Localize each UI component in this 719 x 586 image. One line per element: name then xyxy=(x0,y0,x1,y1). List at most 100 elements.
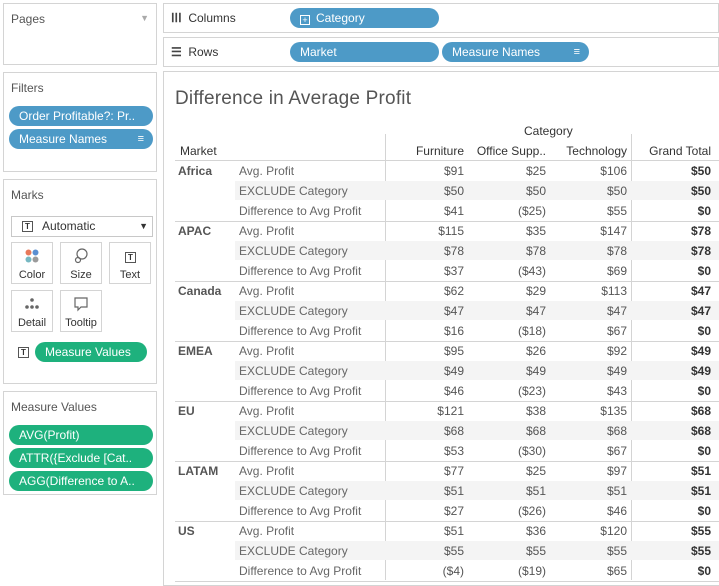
value-cell[interactable]: ($25) xyxy=(517,204,546,218)
filter-pill-order-profitable[interactable]: Order Profitable?: Pr.. xyxy=(9,106,153,126)
value-cell[interactable]: $46 xyxy=(606,504,627,518)
value-cell[interactable]: $78 xyxy=(525,244,546,258)
measure-label[interactable]: Avg. Profit xyxy=(239,464,295,478)
column-header[interactable]: Technology xyxy=(566,144,627,158)
pages-dropdown-icon[interactable]: ▼ xyxy=(140,13,149,23)
market-label[interactable]: Africa xyxy=(178,164,213,178)
value-cell[interactable]: $51 xyxy=(525,484,546,498)
value-cell[interactable]: $62 xyxy=(443,284,464,298)
measure-values-card[interactable]: Measure Values AVG(Profit) ATTR({Exclude… xyxy=(3,391,157,495)
filters-card[interactable]: Filters Order Profitable?: Pr.. Measure … xyxy=(3,72,157,172)
value-cell[interactable]: $43 xyxy=(606,384,627,398)
detail-button[interactable]: Detail xyxy=(11,290,53,332)
color-button[interactable]: Color xyxy=(11,242,53,284)
grand-total-cell[interactable]: $47 xyxy=(690,284,711,298)
value-cell[interactable]: $50 xyxy=(443,184,464,198)
measure-pill-difference[interactable]: AGG(Difference to A.. xyxy=(9,471,153,491)
value-cell[interactable]: $47 xyxy=(525,304,546,318)
value-cell[interactable]: $113 xyxy=(601,284,627,298)
grand-total-cell[interactable]: $55 xyxy=(690,544,711,558)
measure-label[interactable]: Difference to Avg Profit xyxy=(239,264,362,278)
grand-total-cell[interactable]: $55 xyxy=(690,524,711,538)
value-cell[interactable]: $115 xyxy=(438,224,464,238)
grand-total-cell[interactable]: $78 xyxy=(690,224,711,238)
value-cell[interactable]: $68 xyxy=(443,424,464,438)
value-cell[interactable]: $55 xyxy=(606,204,627,218)
value-cell[interactable]: ($43) xyxy=(517,264,546,278)
value-cell[interactable]: $50 xyxy=(525,184,546,198)
value-cell[interactable]: $91 xyxy=(443,164,464,178)
value-cell[interactable]: $16 xyxy=(443,324,464,338)
grand-total-cell[interactable]: $0 xyxy=(697,324,711,338)
measure-label[interactable]: EXCLUDE Category xyxy=(239,244,348,258)
value-cell[interactable]: $55 xyxy=(443,544,464,558)
value-cell[interactable]: $25 xyxy=(525,164,546,178)
value-cell[interactable]: $92 xyxy=(606,344,627,358)
measure-label[interactable]: Difference to Avg Profit xyxy=(239,384,362,398)
value-cell[interactable]: $55 xyxy=(606,544,627,558)
columns-pill-category[interactable]: + Category xyxy=(290,8,439,28)
market-label[interactable]: APAC xyxy=(178,224,212,238)
grand-total-cell[interactable]: $50 xyxy=(690,184,711,198)
value-cell[interactable]: $51 xyxy=(606,484,627,498)
measure-pill-exclude-category[interactable]: ATTR({Exclude [Cat.. xyxy=(9,448,153,468)
measure-label[interactable]: Difference to Avg Profit xyxy=(239,324,362,338)
columns-shelf[interactable]: ⅠⅠⅠ Columns + Category xyxy=(163,3,719,33)
value-cell[interactable]: $37 xyxy=(443,264,464,278)
value-cell[interactable]: $121 xyxy=(437,404,464,418)
value-cell[interactable]: $47 xyxy=(606,304,627,318)
market-label[interactable]: EMEA xyxy=(178,344,213,358)
value-cell[interactable]: $29 xyxy=(525,284,546,298)
value-cell[interactable]: $78 xyxy=(606,244,627,258)
column-header[interactable]: Grand Total xyxy=(649,144,711,158)
column-header[interactable]: Furniture xyxy=(415,144,464,158)
value-cell[interactable]: ($18) xyxy=(517,324,546,338)
mark-type-select[interactable]: T Automatic ▼ xyxy=(11,216,153,237)
value-cell[interactable]: $68 xyxy=(525,424,546,438)
measure-label[interactable]: EXCLUDE Category xyxy=(239,364,348,378)
value-cell[interactable]: $135 xyxy=(600,404,627,418)
value-cell[interactable]: $50 xyxy=(606,184,627,198)
grand-total-cell[interactable]: $0 xyxy=(697,564,711,578)
value-cell[interactable]: $77 xyxy=(443,464,464,478)
measure-label[interactable]: EXCLUDE Category xyxy=(239,184,348,198)
value-cell[interactable]: ($23) xyxy=(517,384,546,398)
value-cell[interactable]: $49 xyxy=(443,364,464,378)
market-label[interactable]: LATAM xyxy=(178,464,219,478)
value-cell[interactable]: $49 xyxy=(606,364,627,378)
grand-total-cell[interactable]: $0 xyxy=(697,264,711,278)
value-cell[interactable]: ($26) xyxy=(517,504,546,518)
measure-label[interactable]: EXCLUDE Category xyxy=(239,484,348,498)
value-cell[interactable]: $68 xyxy=(606,424,627,438)
rows-shelf[interactable]: ☰ Rows Market Measure Names ≡ xyxy=(163,37,719,67)
value-cell[interactable]: $26 xyxy=(525,344,546,358)
value-cell[interactable]: $67 xyxy=(606,324,627,338)
value-cell[interactable]: $36 xyxy=(525,524,546,538)
value-cell[interactable]: $67 xyxy=(606,444,627,458)
value-cell[interactable]: $25 xyxy=(525,464,546,478)
measure-pill-avg-profit[interactable]: AVG(Profit) xyxy=(9,425,153,445)
grand-total-cell[interactable]: $0 xyxy=(697,504,711,518)
value-cell[interactable]: ($19) xyxy=(517,564,546,578)
measure-label[interactable]: EXCLUDE Category xyxy=(239,304,348,318)
viz-view[interactable]: Difference in Average Profit Category Ma… xyxy=(163,71,719,586)
column-header[interactable]: Office Supp.. xyxy=(476,144,546,158)
value-cell[interactable]: $97 xyxy=(606,464,627,478)
value-cell[interactable]: $106 xyxy=(600,164,627,178)
market-label[interactable]: EU xyxy=(178,404,195,418)
grand-total-cell[interactable]: $49 xyxy=(690,344,711,358)
text-button[interactable]: T Text xyxy=(109,242,151,284)
value-cell[interactable]: $69 xyxy=(606,264,627,278)
measure-label[interactable]: Avg. Profit xyxy=(239,404,295,418)
market-label[interactable]: Canada xyxy=(178,284,222,298)
value-cell[interactable]: ($30) xyxy=(517,444,546,458)
value-cell[interactable]: $27 xyxy=(443,504,464,518)
measure-label[interactable]: Difference to Avg Profit xyxy=(239,504,362,518)
value-cell[interactable]: ($4) xyxy=(442,564,464,578)
pages-card[interactable]: Pages ▼ xyxy=(3,3,157,65)
measure-label[interactable]: Avg. Profit xyxy=(239,524,295,538)
value-cell[interactable]: $55 xyxy=(525,544,546,558)
grand-total-cell[interactable]: $0 xyxy=(697,444,711,458)
grand-total-cell[interactable]: $78 xyxy=(690,244,711,258)
measure-label[interactable]: Difference to Avg Profit xyxy=(239,204,362,218)
